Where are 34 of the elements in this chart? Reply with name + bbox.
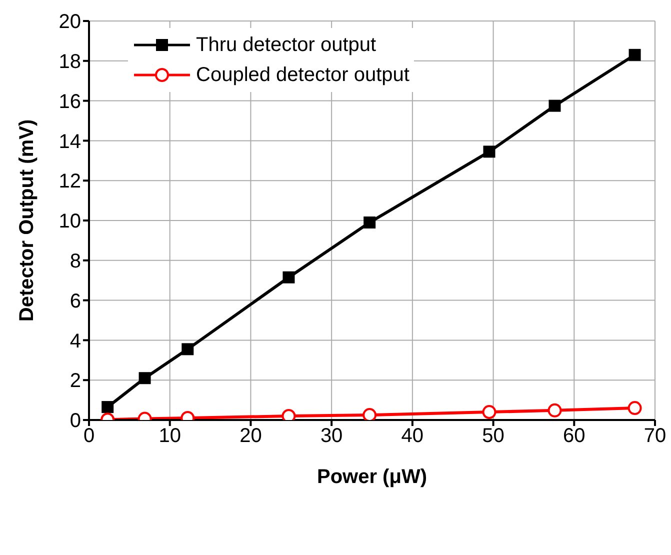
x-tick-label: 20 — [240, 425, 262, 448]
y-tick-label: 6 — [70, 290, 81, 312]
y-tick-label: 2 — [70, 370, 81, 392]
x-axis-title: Power (μW) — [316, 466, 428, 488]
x-tick-label: 40 — [401, 425, 424, 448]
point — [628, 401, 642, 416]
y-tick-label: 12 — [58, 170, 81, 193]
y-tick-label: 8 — [70, 250, 81, 272]
point — [364, 216, 376, 228]
point — [282, 271, 295, 284]
point — [362, 408, 377, 420]
point — [483, 146, 496, 158]
point — [628, 48, 641, 61]
point — [482, 405, 496, 420]
y-tick-label: 4 — [70, 330, 81, 352]
y-tick-label: 10 — [58, 210, 81, 233]
y-axis-title: Detector Output (mV) — [16, 119, 38, 322]
point — [548, 100, 561, 112]
point — [548, 403, 562, 418]
y-tick-label: 0 — [70, 410, 81, 432]
y-tick-label: 16 — [58, 90, 81, 113]
y-tick-label: 14 — [58, 130, 81, 153]
y-tick-label: 20 — [58, 11, 81, 34]
x-tick-label: 10 — [158, 425, 181, 448]
point — [182, 343, 194, 356]
x-tick-label: 60 — [563, 425, 586, 448]
point — [138, 372, 151, 384]
legend-label: Coupled detector output — [196, 64, 410, 86]
x-tick-label: 70 — [644, 425, 666, 448]
x-tick-label: 30 — [320, 425, 343, 448]
y-tick-label: 18 — [58, 51, 81, 73]
point — [102, 401, 114, 414]
legend-label: Thru detector output — [196, 34, 376, 56]
x-tick-label: 50 — [482, 425, 504, 448]
